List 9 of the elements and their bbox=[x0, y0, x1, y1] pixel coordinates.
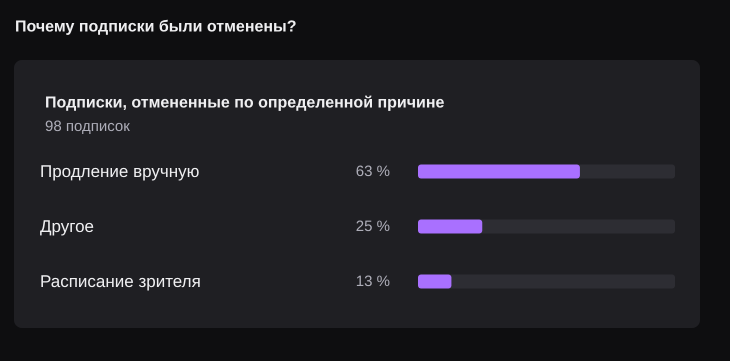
y-tick-label: Расписание зрителя bbox=[40, 272, 201, 291]
text: Почему подписки были отменены? bbox=[15, 18, 296, 36]
y-tick-label: Другое bbox=[40, 217, 94, 236]
data-label: 13 % bbox=[356, 273, 390, 290]
text: 98 подписок bbox=[45, 118, 130, 135]
y-tick-label: Продление вручную bbox=[40, 162, 200, 181]
data-label: 25 % bbox=[356, 218, 390, 235]
data-label: 63 % bbox=[356, 163, 390, 180]
text: Подписки, отмененные по определенной причине bbox=[45, 94, 445, 112]
